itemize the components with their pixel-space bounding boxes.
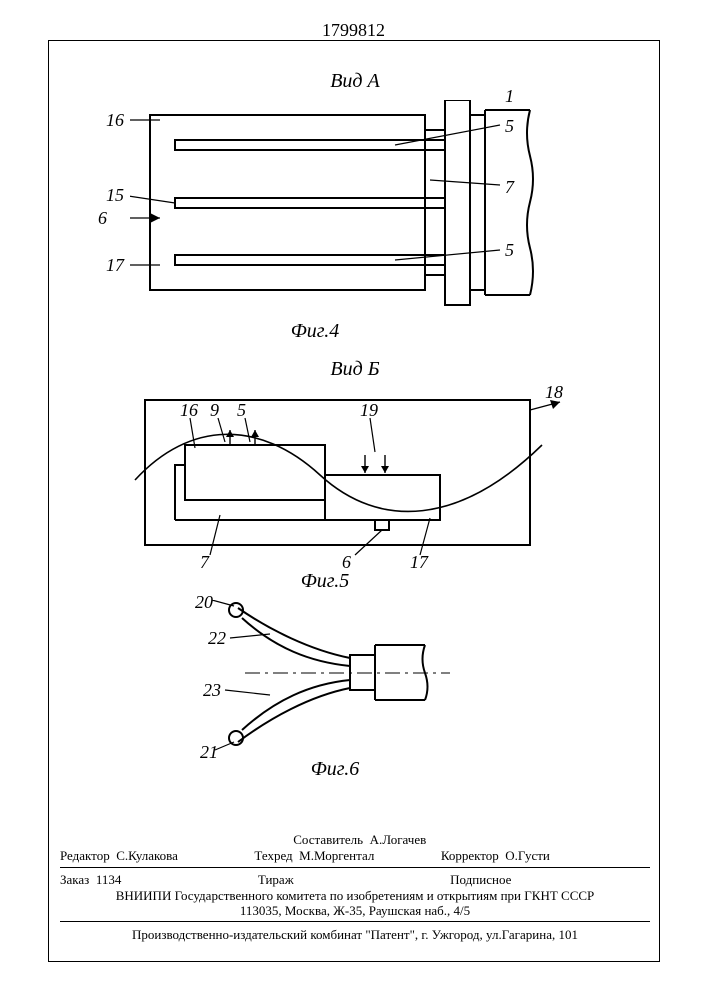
fig4-title: Вид А	[300, 70, 410, 93]
fig5-title: Вид Б	[300, 358, 410, 381]
compiler-label: Составитель	[293, 832, 363, 847]
fig6-drawing	[200, 600, 500, 760]
fig4-label-1: 1	[505, 86, 514, 107]
fig5-caption: Фиг.5	[270, 570, 380, 593]
techred-label: Техред	[254, 848, 292, 863]
compiler-name: А.Логачев	[370, 832, 427, 847]
fig6-label-21: 21	[200, 742, 218, 763]
footer-printer: Производственно-издательский комбинат "П…	[60, 927, 650, 943]
footer-addr: 113035, Москва, Ж-35, Раушская наб., 4/5	[60, 903, 650, 919]
fig6-label-22: 22	[208, 628, 226, 649]
footer-line1: Составитель А.Логачев	[60, 832, 650, 848]
fig4-label-15: 15	[106, 185, 124, 206]
fig4-drawing	[130, 100, 550, 315]
subscription: Подписное	[450, 872, 511, 887]
fig4-label-6: 6	[98, 208, 107, 229]
footer-line2: Редактор С.Кулакова Техред М.Моргентал К…	[60, 848, 650, 864]
order-label: Заказ	[60, 872, 89, 887]
fig4-label-5b: 5	[505, 240, 514, 261]
corrector-name: О.Густи	[505, 848, 550, 863]
tirage-label: Тираж	[258, 872, 294, 887]
footer-rule-1	[60, 867, 650, 868]
footer-org: ВНИИПИ Государственного комитета по изоб…	[60, 888, 650, 904]
techred-name: М.Моргентал	[299, 848, 374, 863]
fig6-label-20: 20	[195, 592, 213, 613]
fig6-label-23: 23	[203, 680, 221, 701]
corrector-label: Корректор	[441, 848, 499, 863]
fig5-label-7: 7	[200, 552, 209, 573]
fig4-caption: Фиг.4	[260, 320, 370, 343]
fig4-label-17: 17	[106, 255, 124, 276]
fig4-label-16: 16	[106, 110, 124, 131]
fig4-label-7: 7	[505, 177, 514, 198]
patent-number: 1799812	[0, 20, 707, 41]
fig5-label-16: 16	[180, 400, 198, 421]
fig5-label-5: 5	[237, 400, 246, 421]
footer-rule-2	[60, 921, 650, 922]
fig5-label-18: 18	[545, 382, 563, 403]
fig5-label-19: 19	[360, 400, 378, 421]
footer-line3: Заказ 1134 Тираж Подписное	[60, 872, 650, 888]
editor-label: Редактор	[60, 848, 110, 863]
fig6-caption: Фиг.6	[280, 758, 390, 781]
fig5-label-17: 17	[410, 552, 428, 573]
fig5-label-9: 9	[210, 400, 219, 421]
fig4-label-5a: 5	[505, 116, 514, 137]
order-num: 1134	[96, 872, 122, 887]
editor-name: С.Кулакова	[116, 848, 178, 863]
